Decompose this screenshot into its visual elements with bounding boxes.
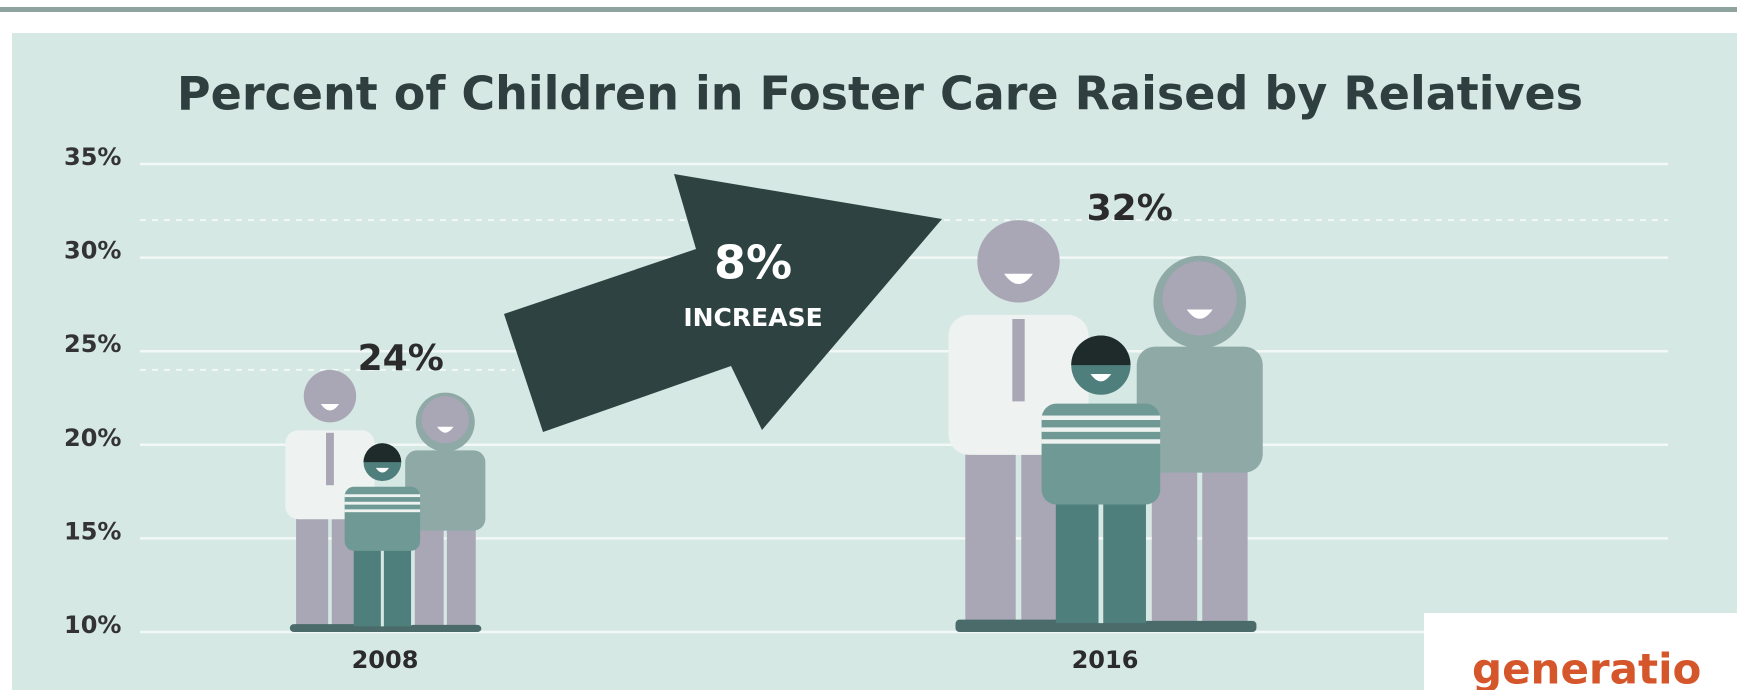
- torso: [1136, 346, 1263, 473]
- y-tick-label: 15%: [64, 517, 121, 545]
- head: [421, 396, 469, 444]
- y-tick-label: 10%: [64, 611, 121, 639]
- stripe: [344, 494, 421, 498]
- hair: [1071, 335, 1131, 366]
- smile: [1186, 309, 1213, 319]
- value-label: 32%: [1087, 188, 1173, 229]
- y-tick-label: 20%: [64, 424, 121, 452]
- top-rule: [0, 7, 1737, 12]
- stripe: [1041, 415, 1161, 420]
- plot: 10% 15% 20% 25% 30% 35% 2008 24% 2016 32%: [64, 143, 1668, 674]
- y-tick-label: 35%: [64, 143, 121, 171]
- x-tick-label: 2016: [1072, 646, 1139, 674]
- increase-arrow: [504, 174, 942, 432]
- tie: [1012, 319, 1025, 402]
- leg: [1055, 498, 1099, 627]
- logo-box: [1424, 613, 1737, 690]
- shoe: [1143, 620, 1257, 632]
- stripe: [1041, 439, 1161, 444]
- leg: [1202, 465, 1248, 625]
- chart-title: Percent of Children in Foster Care Raise…: [177, 67, 1583, 121]
- increase-label: INCREASE: [683, 303, 822, 332]
- leg: [965, 446, 1016, 624]
- torso: [405, 450, 486, 531]
- stripe: [344, 501, 421, 505]
- stripe: [344, 509, 421, 513]
- shoe: [409, 624, 482, 632]
- smile: [1004, 273, 1033, 284]
- head: [303, 369, 357, 423]
- x-tick-label: 2008: [352, 646, 419, 674]
- shoe: [348, 626, 417, 632]
- logo: generatio: [1472, 645, 1701, 690]
- tie: [326, 432, 334, 486]
- people-group: [285, 369, 486, 632]
- people-group: [948, 220, 1263, 632]
- smile: [437, 426, 454, 433]
- value-label: 24%: [358, 338, 444, 379]
- leg: [1103, 498, 1146, 627]
- increase-value: 8%: [714, 236, 792, 290]
- leg: [353, 547, 381, 629]
- y-tick-label: 25%: [64, 330, 121, 358]
- head: [1162, 261, 1237, 336]
- leg: [383, 547, 412, 629]
- leg: [446, 525, 476, 628]
- head: [977, 220, 1060, 303]
- stripe: [1041, 427, 1161, 432]
- y-tick-label: 30%: [64, 237, 121, 265]
- smile: [320, 403, 340, 411]
- panel: [12, 33, 1737, 690]
- shoe: [1047, 623, 1155, 632]
- smile: [1090, 374, 1112, 382]
- leg: [296, 514, 329, 627]
- hair: [363, 443, 402, 463]
- smile: [375, 467, 389, 473]
